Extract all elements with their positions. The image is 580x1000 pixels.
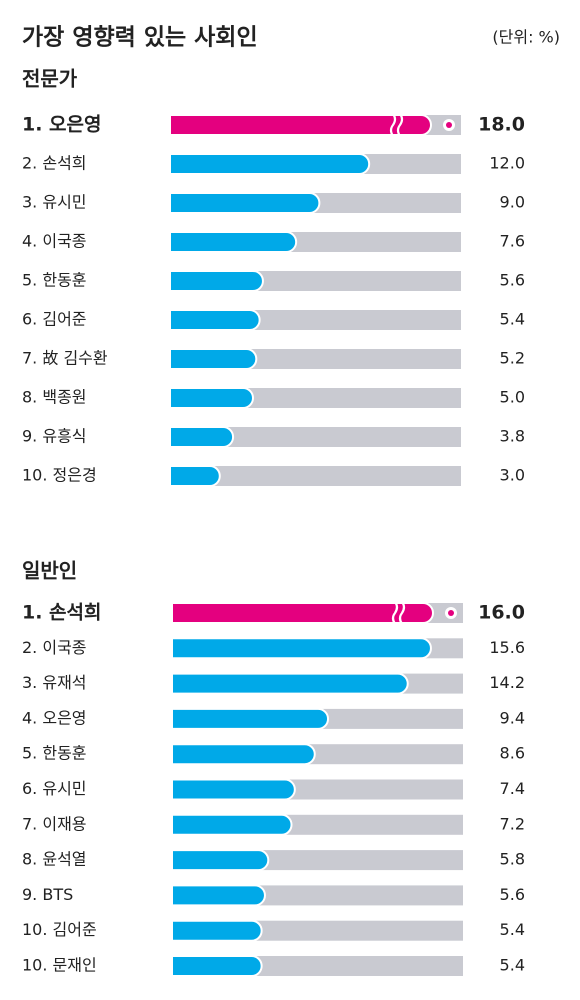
bar bbox=[171, 743, 316, 766]
value-label: 5.8 bbox=[500, 850, 525, 869]
category-label: 3. 유시민 bbox=[22, 193, 87, 212]
value-label: 5.0 bbox=[500, 388, 525, 407]
value-label: 3.8 bbox=[500, 427, 525, 446]
break-mark bbox=[398, 601, 406, 625]
chart-subtitle: 일반인 bbox=[22, 559, 77, 583]
highlight-dot bbox=[446, 122, 452, 128]
category-label: 7. 故 김수환 bbox=[22, 349, 108, 368]
bar-track bbox=[170, 427, 461, 447]
category-label: 9. BTS bbox=[22, 885, 73, 904]
category-label: 1. 손석희 bbox=[22, 602, 102, 624]
bar bbox=[169, 309, 261, 331]
break-mark bbox=[391, 601, 399, 625]
value-label: 16.0 bbox=[478, 602, 525, 624]
break-mark bbox=[389, 113, 397, 137]
value-label: 9.4 bbox=[500, 708, 525, 727]
category-label: 6. 김어준 bbox=[22, 310, 87, 329]
category-label: 6. 유시민 bbox=[22, 779, 87, 798]
value-label: 14.2 bbox=[489, 673, 525, 692]
bar bbox=[171, 884, 266, 907]
category-label: 1. 오은영 bbox=[22, 114, 102, 136]
bar bbox=[171, 778, 296, 801]
value-label: 5.6 bbox=[500, 885, 525, 904]
category-label: 5. 한동훈 bbox=[22, 271, 87, 290]
value-label: 12.0 bbox=[489, 154, 525, 173]
value-label: 5.4 bbox=[500, 310, 525, 329]
bar bbox=[169, 465, 221, 487]
bar bbox=[171, 707, 330, 730]
value-label: 7.4 bbox=[500, 779, 525, 798]
bar bbox=[169, 153, 371, 175]
value-label: 3.0 bbox=[500, 466, 525, 485]
category-label: 8. 백종원 bbox=[22, 388, 87, 407]
category-label: 4. 오은영 bbox=[22, 708, 87, 727]
category-label: 2. 손석희 bbox=[22, 154, 87, 173]
category-label: 4. 이국종 bbox=[22, 232, 87, 251]
category-label: 10. 정은경 bbox=[22, 466, 97, 485]
bar bbox=[171, 637, 432, 660]
value-label: 5.4 bbox=[500, 920, 525, 939]
unit-label: (단위: %) bbox=[492, 28, 560, 47]
bar bbox=[169, 114, 432, 136]
value-label: 5.4 bbox=[500, 956, 525, 975]
bar bbox=[169, 192, 321, 214]
category-label: 10. 김어준 bbox=[22, 920, 97, 939]
chart-subtitle: 전문가 bbox=[22, 67, 78, 91]
break-mark bbox=[396, 113, 404, 137]
bar bbox=[171, 672, 409, 695]
bar bbox=[171, 602, 434, 624]
value-label: 5.6 bbox=[500, 271, 525, 290]
value-label: 5.2 bbox=[500, 349, 525, 368]
category-label: 10. 문재인 bbox=[22, 956, 97, 975]
bar bbox=[169, 426, 235, 448]
category-label: 7. 이재용 bbox=[22, 814, 87, 833]
bar-track bbox=[170, 466, 461, 486]
bar bbox=[169, 231, 298, 253]
value-label: 15.6 bbox=[489, 638, 525, 657]
page-title: 가장 영향력 있는 사회인 bbox=[22, 25, 258, 51]
value-label: 18.0 bbox=[478, 114, 525, 136]
value-label: 9.0 bbox=[500, 193, 525, 212]
bar bbox=[169, 387, 254, 409]
category-label: 3. 유재석 bbox=[22, 673, 87, 692]
category-label: 9. 유흥식 bbox=[22, 427, 87, 446]
value-label: 8.6 bbox=[500, 744, 525, 763]
bar bbox=[171, 919, 263, 942]
category-label: 8. 윤석열 bbox=[22, 850, 87, 869]
category-label: 2. 이국종 bbox=[22, 638, 87, 657]
value-label: 7.6 bbox=[500, 232, 525, 251]
value-label: 7.2 bbox=[500, 814, 525, 833]
bar bbox=[171, 849, 270, 872]
bar bbox=[171, 813, 293, 836]
highlight-dot bbox=[448, 610, 454, 616]
bar bbox=[169, 348, 258, 370]
bar bbox=[169, 270, 264, 292]
bar bbox=[171, 955, 263, 977]
category-label: 5. 한동훈 bbox=[22, 744, 87, 763]
